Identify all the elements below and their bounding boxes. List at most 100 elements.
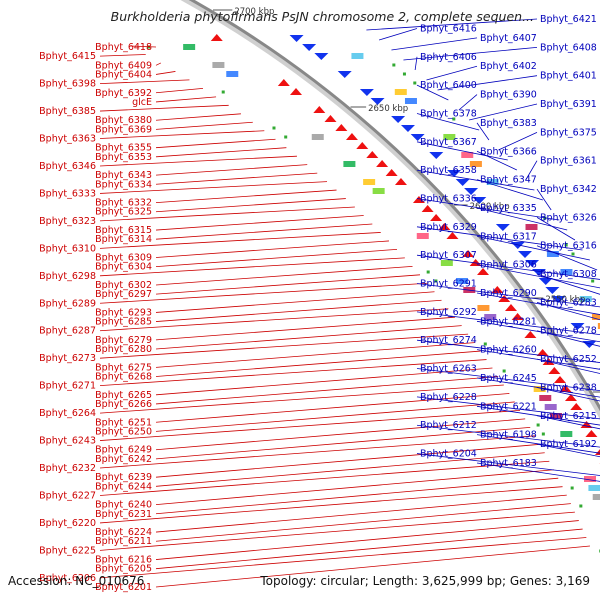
left-label-leader: [155, 240, 389, 258]
right-gene-label: Bphyt_6347: [480, 175, 537, 186]
forward-gene-arrow: [421, 205, 434, 212]
left-label-leader: [155, 299, 442, 322]
reverse-gene-arrow: [410, 134, 425, 141]
feature-dot: [413, 81, 417, 85]
right-label-leader: [416, 396, 600, 420]
feature-block: [584, 476, 597, 482]
forward-gene-arrow: [469, 259, 482, 266]
right-label-leader: [476, 292, 600, 315]
right-gene-label: Bphyt_6281: [480, 316, 537, 327]
feature-block: [372, 188, 385, 194]
reverse-gene-arrow: [455, 179, 470, 186]
left-gene-label: Bphyt_6224: [95, 527, 152, 538]
feature-dot: [541, 432, 545, 436]
left-label-leader: [155, 401, 515, 432]
reverse-gene-arrow: [570, 323, 585, 330]
right-label-leader: [416, 424, 600, 448]
feature-dot: [571, 252, 575, 256]
left-gene-label: Bphyt_6239: [95, 472, 152, 483]
right-gene-label: Bphyt_6290: [480, 288, 537, 299]
left-gene-label: Bphyt_6293: [95, 307, 152, 318]
left-gene-label: Bphyt_6264: [39, 408, 96, 419]
right-label-leader: [403, 46, 538, 61]
feature-dot: [502, 369, 506, 373]
reverse-gene-arrow: [517, 251, 532, 258]
backbone-line: [188, 0, 600, 412]
left-label-leader: [155, 426, 531, 460]
right-label-leader: [536, 387, 600, 402]
tick-label: 2550 kbp: [545, 295, 585, 305]
left-gene-label: Bphyt_6250: [95, 426, 152, 437]
left-gene-label: glcE: [132, 97, 152, 108]
right-label-leader: [416, 283, 600, 308]
feature-block: [597, 323, 600, 329]
left-gene-label: Bphyt_6392: [95, 88, 152, 99]
feature-block: [588, 485, 600, 491]
reverse-gene-arrow: [337, 71, 352, 78]
right-label-leader: [416, 311, 600, 336]
right-gene-label: Bphyt_6390: [480, 90, 537, 101]
left-label-leader: [155, 342, 475, 368]
left-gene-label: Bphyt_6275: [95, 362, 152, 373]
left-label-leader: [155, 96, 217, 103]
left-gene-label: Bphyt_6285: [95, 317, 152, 328]
left-label-leader: [99, 206, 355, 222]
reverse-gene-arrow: [551, 296, 566, 303]
right-gene-label: Bphyt_6336: [420, 193, 477, 204]
right-gene-label: Bphyt_6204: [420, 449, 477, 460]
feature-block: [461, 152, 474, 158]
left-label-leader: [129, 45, 157, 48]
right-gene-label: Bphyt_6406: [420, 52, 477, 63]
feature-block: [477, 305, 490, 311]
left-gene-label: Bphyt_6271: [39, 381, 96, 392]
right-label-leader: [366, 18, 538, 31]
left-label-leader: [155, 393, 510, 423]
left-label-leader: [155, 325, 462, 350]
feature-dot: [434, 279, 438, 283]
forward-gene-arrow: [446, 232, 459, 239]
left-gene-label: Bphyt_6227: [39, 490, 96, 501]
right-label-leader: [416, 84, 449, 101]
feature-block: [550, 413, 563, 419]
left-gene-label: Bphyt_6251: [95, 417, 152, 428]
feature-block: [440, 260, 453, 266]
backbone-shadow: [180, 0, 600, 420]
left-label-leader: [155, 418, 526, 451]
tick-label: 2650 kbp: [368, 104, 408, 114]
right-label-leader: [476, 320, 600, 343]
left-label-leader: [155, 376, 499, 405]
right-gene-label: Bphyt_6263: [420, 364, 477, 375]
feature-block: [484, 314, 497, 320]
left-gene-label: Bphyt_6265: [95, 390, 152, 401]
right-label-group: Bphyt_6421 Bphyt_6416Bphyt_6407Bphyt_6408…: [366, 14, 600, 482]
feature-block: [486, 179, 499, 185]
feature-block: [455, 278, 468, 284]
forward-gene-arrow: [366, 151, 379, 158]
left-label-leader: [155, 172, 318, 185]
feature-dot: [483, 342, 487, 346]
right-gene-label: Bphyt_6367: [420, 137, 477, 148]
right-label-leader: [416, 453, 600, 476]
left-label-leader: [155, 198, 346, 213]
forward-gene-arrow: [438, 223, 451, 230]
left-label-leader: [99, 511, 575, 551]
left-label-leader: [155, 520, 579, 560]
right-label-leader: [416, 113, 480, 131]
left-gene-label: Bphyt_6216: [95, 555, 152, 566]
left-label-leader: [99, 537, 587, 579]
reverse-gene-arrow: [464, 188, 479, 195]
right-label-leader: [525, 160, 538, 181]
feature-block: [560, 269, 573, 275]
right-label-leader: [476, 462, 600, 482]
right-label-leader: [536, 302, 600, 321]
left-gene-label: Bphyt_6287: [39, 326, 96, 337]
forward-gene-arrow: [570, 403, 583, 410]
right-label-leader: [476, 122, 490, 141]
left-gene-label: Bphyt_6268: [95, 371, 152, 382]
right-gene-label: Bphyt_6292: [420, 307, 477, 318]
feature-dot: [284, 135, 288, 139]
right-gene-label: Bphyt_6306: [480, 260, 537, 271]
feature-dot: [570, 486, 574, 490]
left-gene-label: Bphyt_6266: [95, 399, 152, 410]
